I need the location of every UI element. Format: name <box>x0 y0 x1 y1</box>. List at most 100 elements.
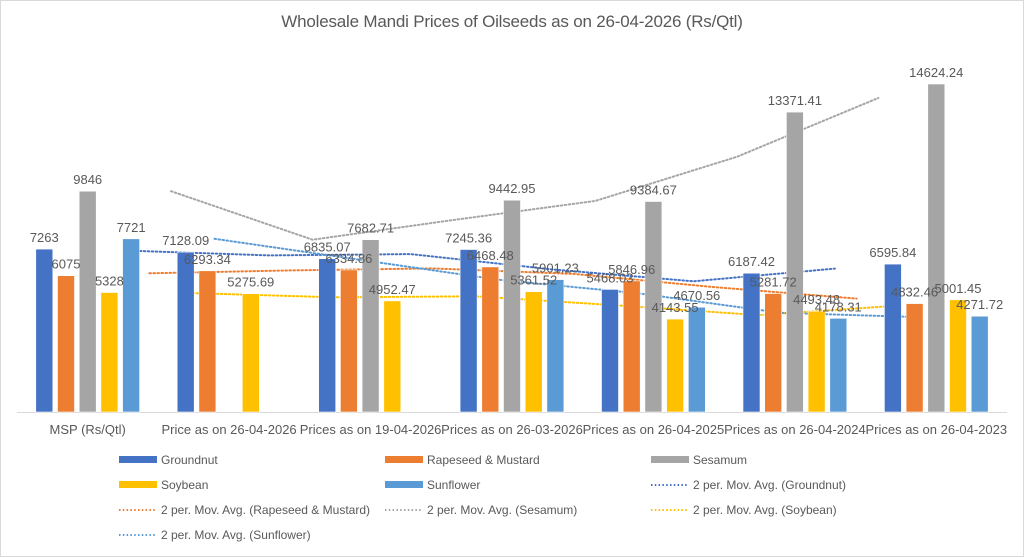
bar-groundnut-0 <box>35 248 54 413</box>
data-label-groundnut-0: 7263 <box>30 230 59 245</box>
bar-sunflower-5 <box>829 317 848 413</box>
legend-item-soybean[interactable]: Soybean <box>119 478 208 492</box>
data-label-sunflower-0: 7721 <box>117 220 146 235</box>
data-label-groundnut-2: 6835.07 <box>304 240 351 255</box>
legend-label: 2 per. Mov. Avg. (Soybean) <box>693 503 837 517</box>
bar-rapeseed-mustard-0 <box>57 275 75 413</box>
bar-soybean-5 <box>807 310 826 413</box>
data-label-sunflower-5: 4178.31 <box>815 299 862 314</box>
bar-rapeseed-mustard-5 <box>764 293 783 413</box>
legend-swatch <box>119 456 157 463</box>
data-label-rapeseed-mustard-2: 6334.86 <box>325 251 372 266</box>
bar-sesamum-6 <box>927 83 946 413</box>
bar-sesamum-3 <box>503 199 521 413</box>
bar-soybean-2 <box>383 300 402 413</box>
category-label-2: Prices as on 19-04-2026 <box>300 422 442 437</box>
category-label-0: MSP (Rs/Qtl) <box>50 422 126 437</box>
bar-rapeseed-mustard-4 <box>622 280 641 413</box>
bar-soybean-6 <box>949 299 967 413</box>
bar-sesamum-5 <box>786 111 804 413</box>
trendline-rapeseed-mustard <box>148 267 858 300</box>
legend-item-2-per-mov-avg-soybean[interactable]: 2 per. Mov. Avg. (Soybean) <box>651 503 837 517</box>
legend-item-sunflower[interactable]: Sunflower <box>385 478 480 492</box>
data-label-rapeseed-mustard-5: 5281.72 <box>750 275 797 290</box>
trendline-sesamum <box>170 97 880 241</box>
legend-item-2-per-mov-avg-sunflower[interactable]: 2 per. Mov. Avg. (Sunflower) <box>119 528 311 542</box>
data-label-rapeseed-mustard-6: 4832.46 <box>891 285 938 300</box>
category-labels: MSP (Rs/Qtl) Price as on 26-04-2026 Prices… <box>50 422 1008 437</box>
data-label-soybean-2: 4952.47 <box>369 282 416 297</box>
data-label-rapeseed-mustard-3: 6468.48 <box>467 248 514 263</box>
legend-swatch <box>119 481 157 488</box>
data-label-sesamum-3: 9442.95 <box>489 181 536 196</box>
bar-sunflower-6 <box>970 315 989 413</box>
bar-soybean-4 <box>666 318 684 413</box>
bar-sesamum-0 <box>78 190 97 413</box>
bar-sunflower-3 <box>546 279 565 413</box>
category-label-1: Price as on 26-04-2026 <box>162 422 297 437</box>
data-label-soybean-1: 5275.69 <box>227 275 274 290</box>
bar-groundnut-5 <box>742 272 761 413</box>
data-label-sunflower-6: 4271.72 <box>956 297 1003 312</box>
legend-swatch <box>385 456 423 463</box>
bar-sesamum-4 <box>644 201 663 413</box>
legend-label: Sesamum <box>693 453 747 467</box>
data-label-groundnut-4: 5468.03 <box>587 270 634 285</box>
data-label-sesamum-5: 13371.41 <box>768 93 822 108</box>
data-label-soybean-5: 4493.48 <box>793 292 840 307</box>
legend-item-2-per-mov-avg-groundnut[interactable]: 2 per. Mov. Avg. (Groundnut) <box>651 478 846 492</box>
data-labels: 7263 7128.09 6835.07 7245.36 5468.03 6187.42 6… <box>30 65 1003 315</box>
category-label-4: Prices as on 26-04-2025 <box>583 422 725 437</box>
bar-sunflower-4 <box>687 306 706 413</box>
bar-sesamum-2 <box>361 239 380 413</box>
bar-sunflower-0 <box>122 238 140 413</box>
data-label-sesamum-2: 7682.71 <box>347 221 394 236</box>
legend-item-rapeseed-mustard[interactable]: Rapeseed & Mustard <box>385 453 540 467</box>
chart-title: Wholesale Mandi Prices of Oilseeds as on… <box>281 12 743 31</box>
legend-label: Soybean <box>161 478 208 492</box>
data-label-sunflower-4: 4670.56 <box>673 288 720 303</box>
data-label-sesamum-0: 9846 <box>73 172 102 187</box>
bar-groundnut-1 <box>176 251 195 413</box>
bar-groundnut-6 <box>884 263 902 413</box>
legend-label: Rapeseed & Mustard <box>427 453 540 467</box>
data-label-soybean-0: 5328 <box>95 274 124 289</box>
data-label-groundnut-5: 6187.42 <box>728 254 775 269</box>
data-label-sesamum-6: 14624.24 <box>909 65 963 80</box>
data-label-rapeseed-mustard-0: 6075 <box>52 257 81 272</box>
category-label-6: Prices as on 26-04-2023 <box>865 422 1007 437</box>
trendline-groundnut <box>126 249 836 283</box>
bar-soybean-1 <box>242 293 260 413</box>
legend-item-2-per-mov-avg-rapeseed-mustard[interactable]: 2 per. Mov. Avg. (Rapeseed & Mustard) <box>119 503 370 517</box>
data-label-soybean-6: 5001.45 <box>935 281 982 296</box>
legend-label: 2 per. Mov. Avg. (Groundnut) <box>693 478 846 492</box>
bar-groundnut-2 <box>318 258 337 413</box>
bar-soybean-0 <box>100 292 119 413</box>
legend-label: 2 per. Mov. Avg. (Sunflower) <box>161 528 311 542</box>
legend-item-groundnut[interactable]: Groundnut <box>119 453 218 467</box>
legend-swatch <box>385 481 423 488</box>
bars <box>35 83 989 413</box>
legend: Groundnut Rapeseed & Mustard Sesamum Soybea… <box>119 453 846 542</box>
data-label-groundnut-6: 6595.84 <box>869 245 916 260</box>
data-label-sesamum-4: 9384.67 <box>630 183 677 198</box>
bar-groundnut-3 <box>459 249 478 413</box>
data-label-rapeseed-mustard-4: 5846.96 <box>608 262 655 277</box>
legend-label: Sunflower <box>427 478 480 492</box>
legend-item-2-per-mov-avg-sesamum[interactable]: 2 per. Mov. Avg. (Sesamum) <box>385 503 577 517</box>
legend-label: 2 per. Mov. Avg. (Sesamum) <box>427 503 577 517</box>
category-label-3: Prices as on 26-03-2026 <box>441 422 583 437</box>
category-label-5: Prices as on 26-04-2024 <box>724 422 866 437</box>
bar-rapeseed-mustard-2 <box>340 269 358 413</box>
bar-rapeseed-mustard-1 <box>198 270 217 413</box>
data-label-groundnut-1: 7128.09 <box>162 233 209 248</box>
data-label-sunflower-3: 5901.23 <box>532 261 579 276</box>
data-label-rapeseed-mustard-1: 6293.34 <box>184 252 231 267</box>
legend-label: 2 per. Mov. Avg. (Rapeseed & Mustard) <box>161 503 370 517</box>
data-label-soybean-3: 5361.52 <box>510 273 557 288</box>
bar-rapeseed-mustard-6 <box>905 303 924 413</box>
legend-item-sesamum[interactable]: Sesamum <box>651 453 747 467</box>
bar-soybean-3 <box>524 291 543 413</box>
bar-rapeseed-mustard-3 <box>481 266 500 413</box>
